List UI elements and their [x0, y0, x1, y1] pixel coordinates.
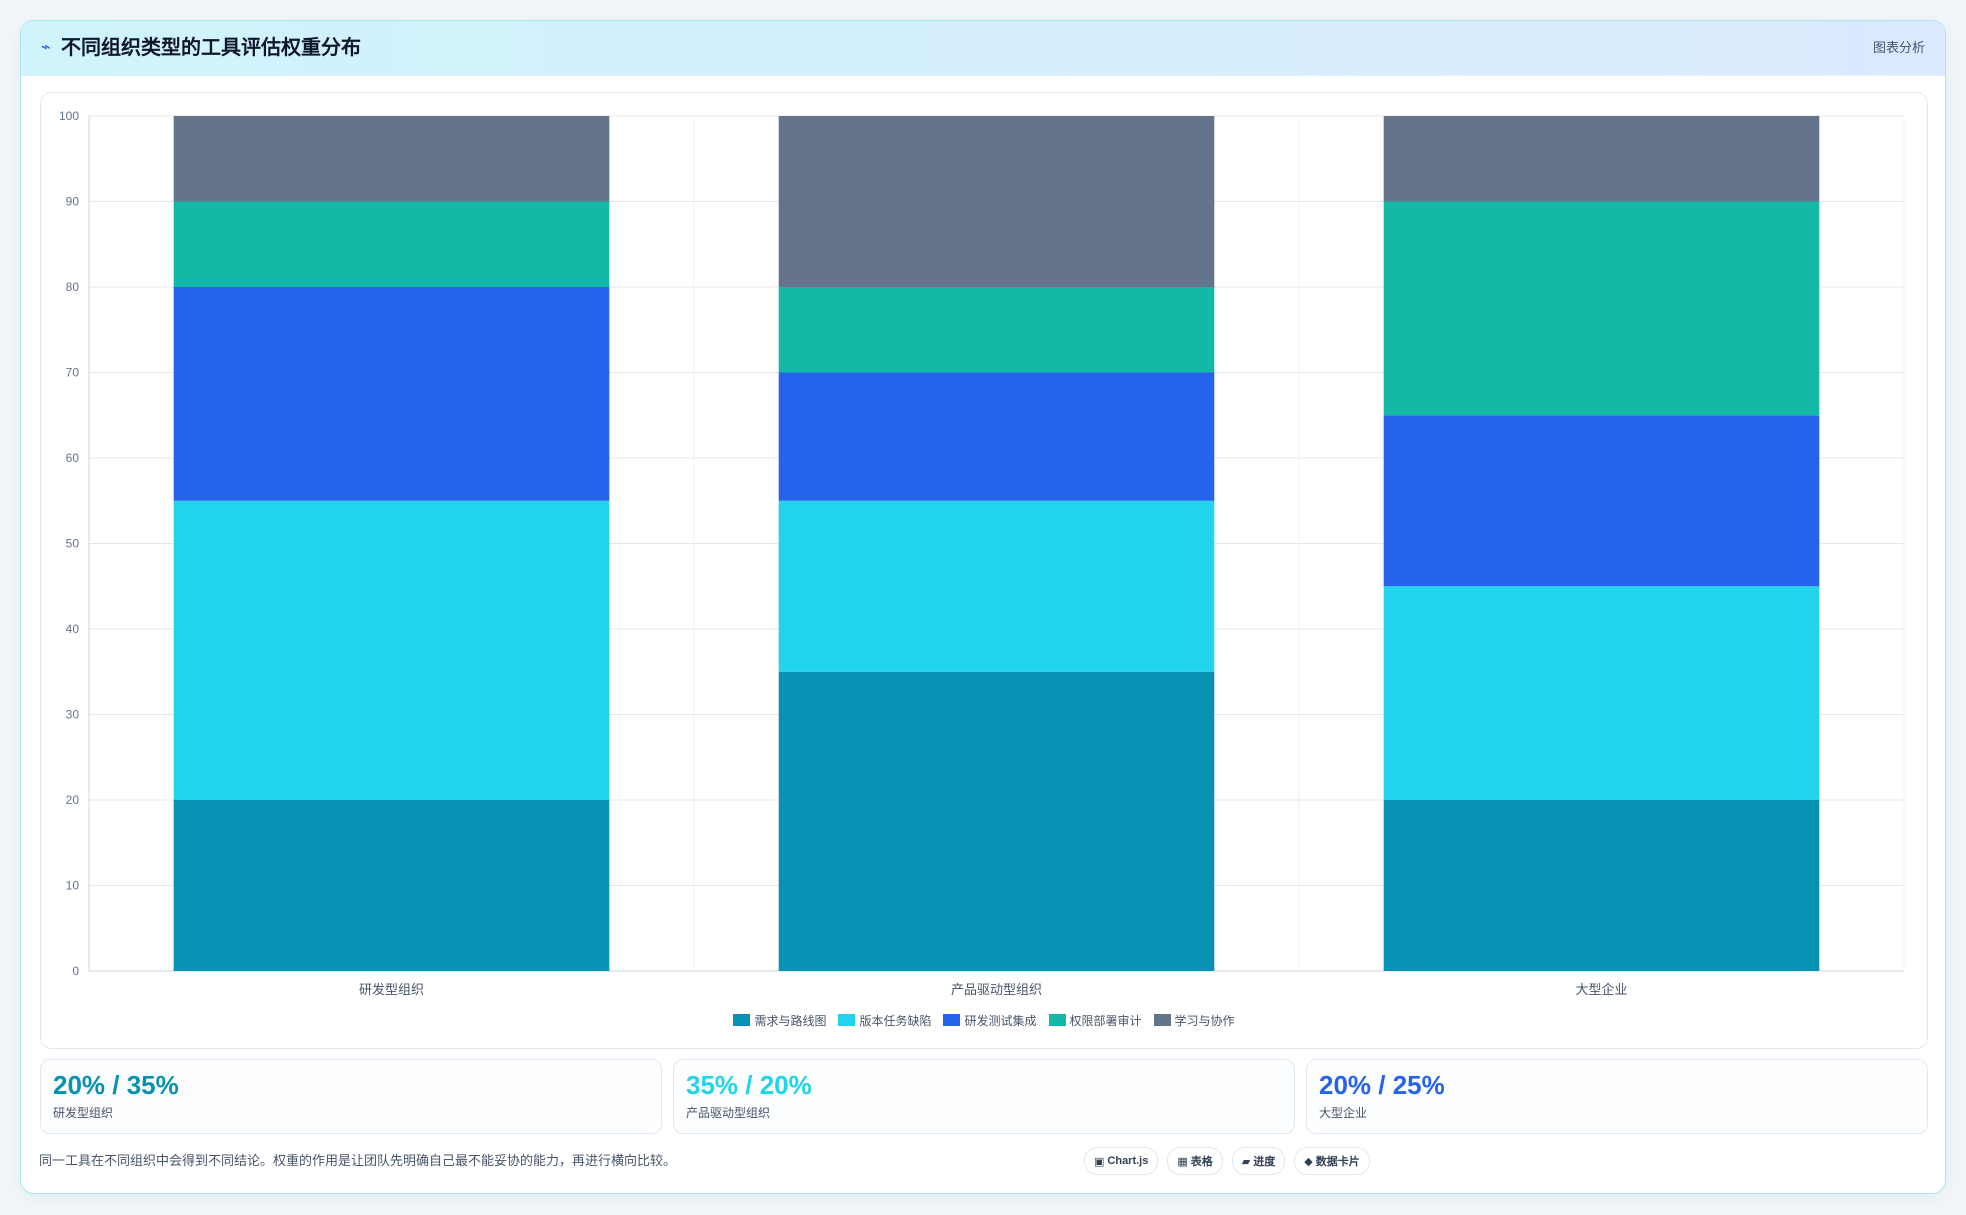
legend-swatch [1048, 1014, 1066, 1026]
bar-segment [1383, 201, 1820, 416]
bar-segment [1383, 415, 1820, 587]
legend-label: 学习与协作 [1174, 1013, 1235, 1028]
y-tick-label: 100 [59, 109, 79, 123]
stat-value: 35% / 20% [686, 1070, 812, 1100]
legend-swatch [943, 1014, 961, 1026]
badge-chartjs[interactable]: ▣ Chart.js [1084, 1147, 1159, 1175]
bar-segment [778, 116, 1215, 287]
bar-segment [173, 500, 610, 800]
diamond-icon: ◆ [1304, 1155, 1313, 1168]
y-tick-label: 10 [66, 879, 80, 893]
y-tick-label: 80 [66, 280, 80, 294]
legend-swatch [1153, 1014, 1171, 1026]
bar-segment [778, 671, 1215, 971]
bolt-icon: ⌁ [41, 39, 51, 56]
badge-data-card[interactable]: ◆ 数据卡片 [1294, 1147, 1370, 1175]
legend-label: 权限部署审计 [1069, 1013, 1142, 1028]
x-tick-label: 研发型组织 [359, 982, 424, 997]
badge-label: 表格 [1190, 1156, 1213, 1168]
bar-segment [1383, 586, 1820, 800]
legend-item[interactable]: 需求与路线图 [733, 1010, 826, 1030]
stat-value: 20% / 35% [53, 1070, 179, 1100]
bar-segment [778, 500, 1215, 672]
y-tick-label: 50 [66, 537, 80, 551]
bar-segment [173, 116, 610, 202]
y-tick-label: 0 [72, 964, 79, 978]
card-header: ⌁ 不同组织类型的工具评估权重分布 图表分析 [21, 21, 1945, 76]
stat-label: 大型企业 [1319, 1106, 1368, 1120]
legend-item[interactable]: 学习与协作 [1153, 1010, 1235, 1030]
y-tick-label: 70 [66, 366, 80, 380]
page-title: 不同组织类型的工具评估权重分布 [61, 37, 361, 59]
bar-segment [1383, 800, 1820, 971]
badge-label: Chart.js [1107, 1155, 1149, 1167]
stat-label: 研发型组织 [53, 1106, 114, 1120]
legend-swatch [838, 1014, 856, 1026]
stat-card-rd: 20% / 35% 研发型组织 [40, 1059, 662, 1134]
table-icon: ▦ [1177, 1155, 1188, 1168]
header-tag: 图表分析 [1872, 40, 1925, 55]
badge-table[interactable]: ▦ 表格 [1167, 1147, 1223, 1175]
feature-badges: ▣ Chart.js ▦ 表格 ▰ 进度 ◆ 数据卡片 [1084, 1147, 1370, 1175]
bar-segment [173, 287, 610, 501]
badge-progress[interactable]: ▰ 进度 [1231, 1147, 1286, 1175]
stat-card-enterprise: 20% / 25% 大型企业 [1306, 1059, 1928, 1134]
stacked-bar-chart: 0 10 20 30 40 50 60 70 80 90 100 研发型组织 产品驱动型组织 大型企业 [59, 109, 1905, 997]
y-tick-label: 40 [66, 622, 80, 636]
y-tick-label: 20 [66, 793, 80, 807]
bar-segment [173, 201, 610, 287]
badge-label: 进度 [1253, 1156, 1276, 1168]
stat-value: 20% / 25% [1319, 1070, 1445, 1100]
legend-item[interactable]: 权限部署审计 [1048, 1010, 1142, 1030]
badge-label: 数据卡片 [1315, 1156, 1360, 1168]
x-tick-label: 大型企业 [1575, 982, 1627, 997]
legend-label: 研发测试集成 [964, 1013, 1037, 1028]
legend-label: 版本任务缺陷 [859, 1013, 932, 1028]
legend-swatch [733, 1014, 751, 1026]
x-tick-label: 产品驱动型组织 [951, 982, 1042, 997]
y-tick-label: 60 [66, 451, 80, 465]
bar-segment [778, 372, 1215, 501]
footnote: 同一工具在不同组织中会得到不同结论。权重的作用是让团队先明确自己最不能妥协的能力… [39, 1153, 677, 1168]
bar-segment [778, 287, 1215, 373]
chart-card: ⌁ 不同组织类型的工具评估权重分布 图表分析 0 10 20 30 40 50 60 70 80… [20, 20, 1946, 1194]
legend-item[interactable]: 研发测试集成 [943, 1010, 1037, 1030]
y-tick-label: 30 [66, 708, 80, 722]
stat-label: 产品驱动型组织 [686, 1106, 771, 1120]
chart-panel: 0 10 20 30 40 50 60 70 80 90 100 研发型组织 产品驱动型组织 大型企业 需… [40, 92, 1928, 1049]
legend-item[interactable]: 版本任务缺陷 [838, 1010, 931, 1030]
legend-label: 需求与路线图 [754, 1013, 827, 1028]
stat-card-product: 35% / 20% 产品驱动型组织 [673, 1059, 1295, 1134]
bar-segment [1383, 116, 1820, 202]
progress-icon: ▰ [1241, 1155, 1251, 1168]
chart-icon: ▣ [1094, 1155, 1105, 1168]
bar-segment [173, 800, 610, 971]
y-tick-label: 90 [66, 195, 80, 209]
chart-legend: 需求与路线图 版本任务缺陷 研发测试集成 权限部署审计 学习与协作 [41, 1010, 1927, 1030]
